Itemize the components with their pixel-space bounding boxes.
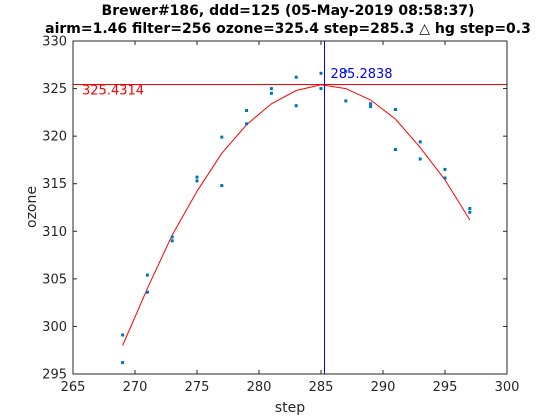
chart-subtitle: airm=1.46 filter=256 ozone=325.4 step=28… [45, 21, 531, 37]
axes-box [72, 40, 508, 375]
x-axis-label: step [275, 400, 305, 416]
data-point [220, 184, 224, 188]
plot-area [73, 41, 507, 374]
data-point [294, 104, 298, 108]
data-point [418, 140, 422, 144]
data-point [220, 135, 224, 139]
y-axis-label: ozone [24, 186, 40, 228]
y-tick-label: 300 [42, 320, 67, 335]
optimal-step-label: 285.2838 [331, 67, 393, 82]
data-point [418, 157, 422, 161]
data-point [443, 176, 447, 180]
data-point [195, 175, 199, 179]
data-point [195, 179, 199, 183]
data-point [344, 99, 348, 103]
y-tick-label: 305 [42, 272, 67, 287]
x-tick-label: 300 [495, 380, 520, 395]
data-point [269, 91, 273, 95]
data-point [145, 290, 149, 294]
x-tick-label: 265 [61, 380, 86, 395]
y-tick-label: 295 [42, 368, 67, 383]
data-point [468, 207, 472, 210]
data-point [319, 71, 323, 75]
x-tick-label: 280 [247, 380, 272, 395]
data-point [393, 148, 397, 151]
data-point [121, 333, 125, 337]
data-point [170, 239, 174, 243]
data-point [145, 273, 149, 277]
data-point [344, 69, 348, 73]
chart-title: Brewer#186, ddd=125 (05-May-2019 08:58:3… [102, 3, 475, 19]
x-tick-label: 290 [371, 380, 396, 395]
max-ozone-label: 325.4314 [82, 84, 144, 99]
y-tick-label: 325 [42, 82, 67, 97]
data-point [269, 87, 273, 91]
fit-curve [122, 84, 471, 346]
data-point [245, 109, 249, 112]
data-point [170, 235, 174, 239]
y-tick-label: 320 [42, 130, 67, 145]
data-point [393, 108, 397, 111]
y-tick-label: 315 [42, 177, 67, 192]
data-point [319, 87, 323, 91]
y-tick-label: 330 [42, 35, 67, 50]
data-point [294, 75, 298, 79]
y-tick-label: 310 [42, 225, 67, 240]
x-tick-label: 285 [309, 380, 334, 395]
data-point [443, 167, 447, 171]
x-tick-label: 295 [433, 380, 458, 395]
data-point [468, 210, 472, 214]
data-point [369, 102, 373, 106]
data-point [245, 122, 249, 126]
data-point [121, 361, 125, 365]
data-point [369, 105, 373, 109]
x-tick-label: 275 [185, 380, 210, 395]
x-tick-label: 270 [123, 380, 148, 395]
